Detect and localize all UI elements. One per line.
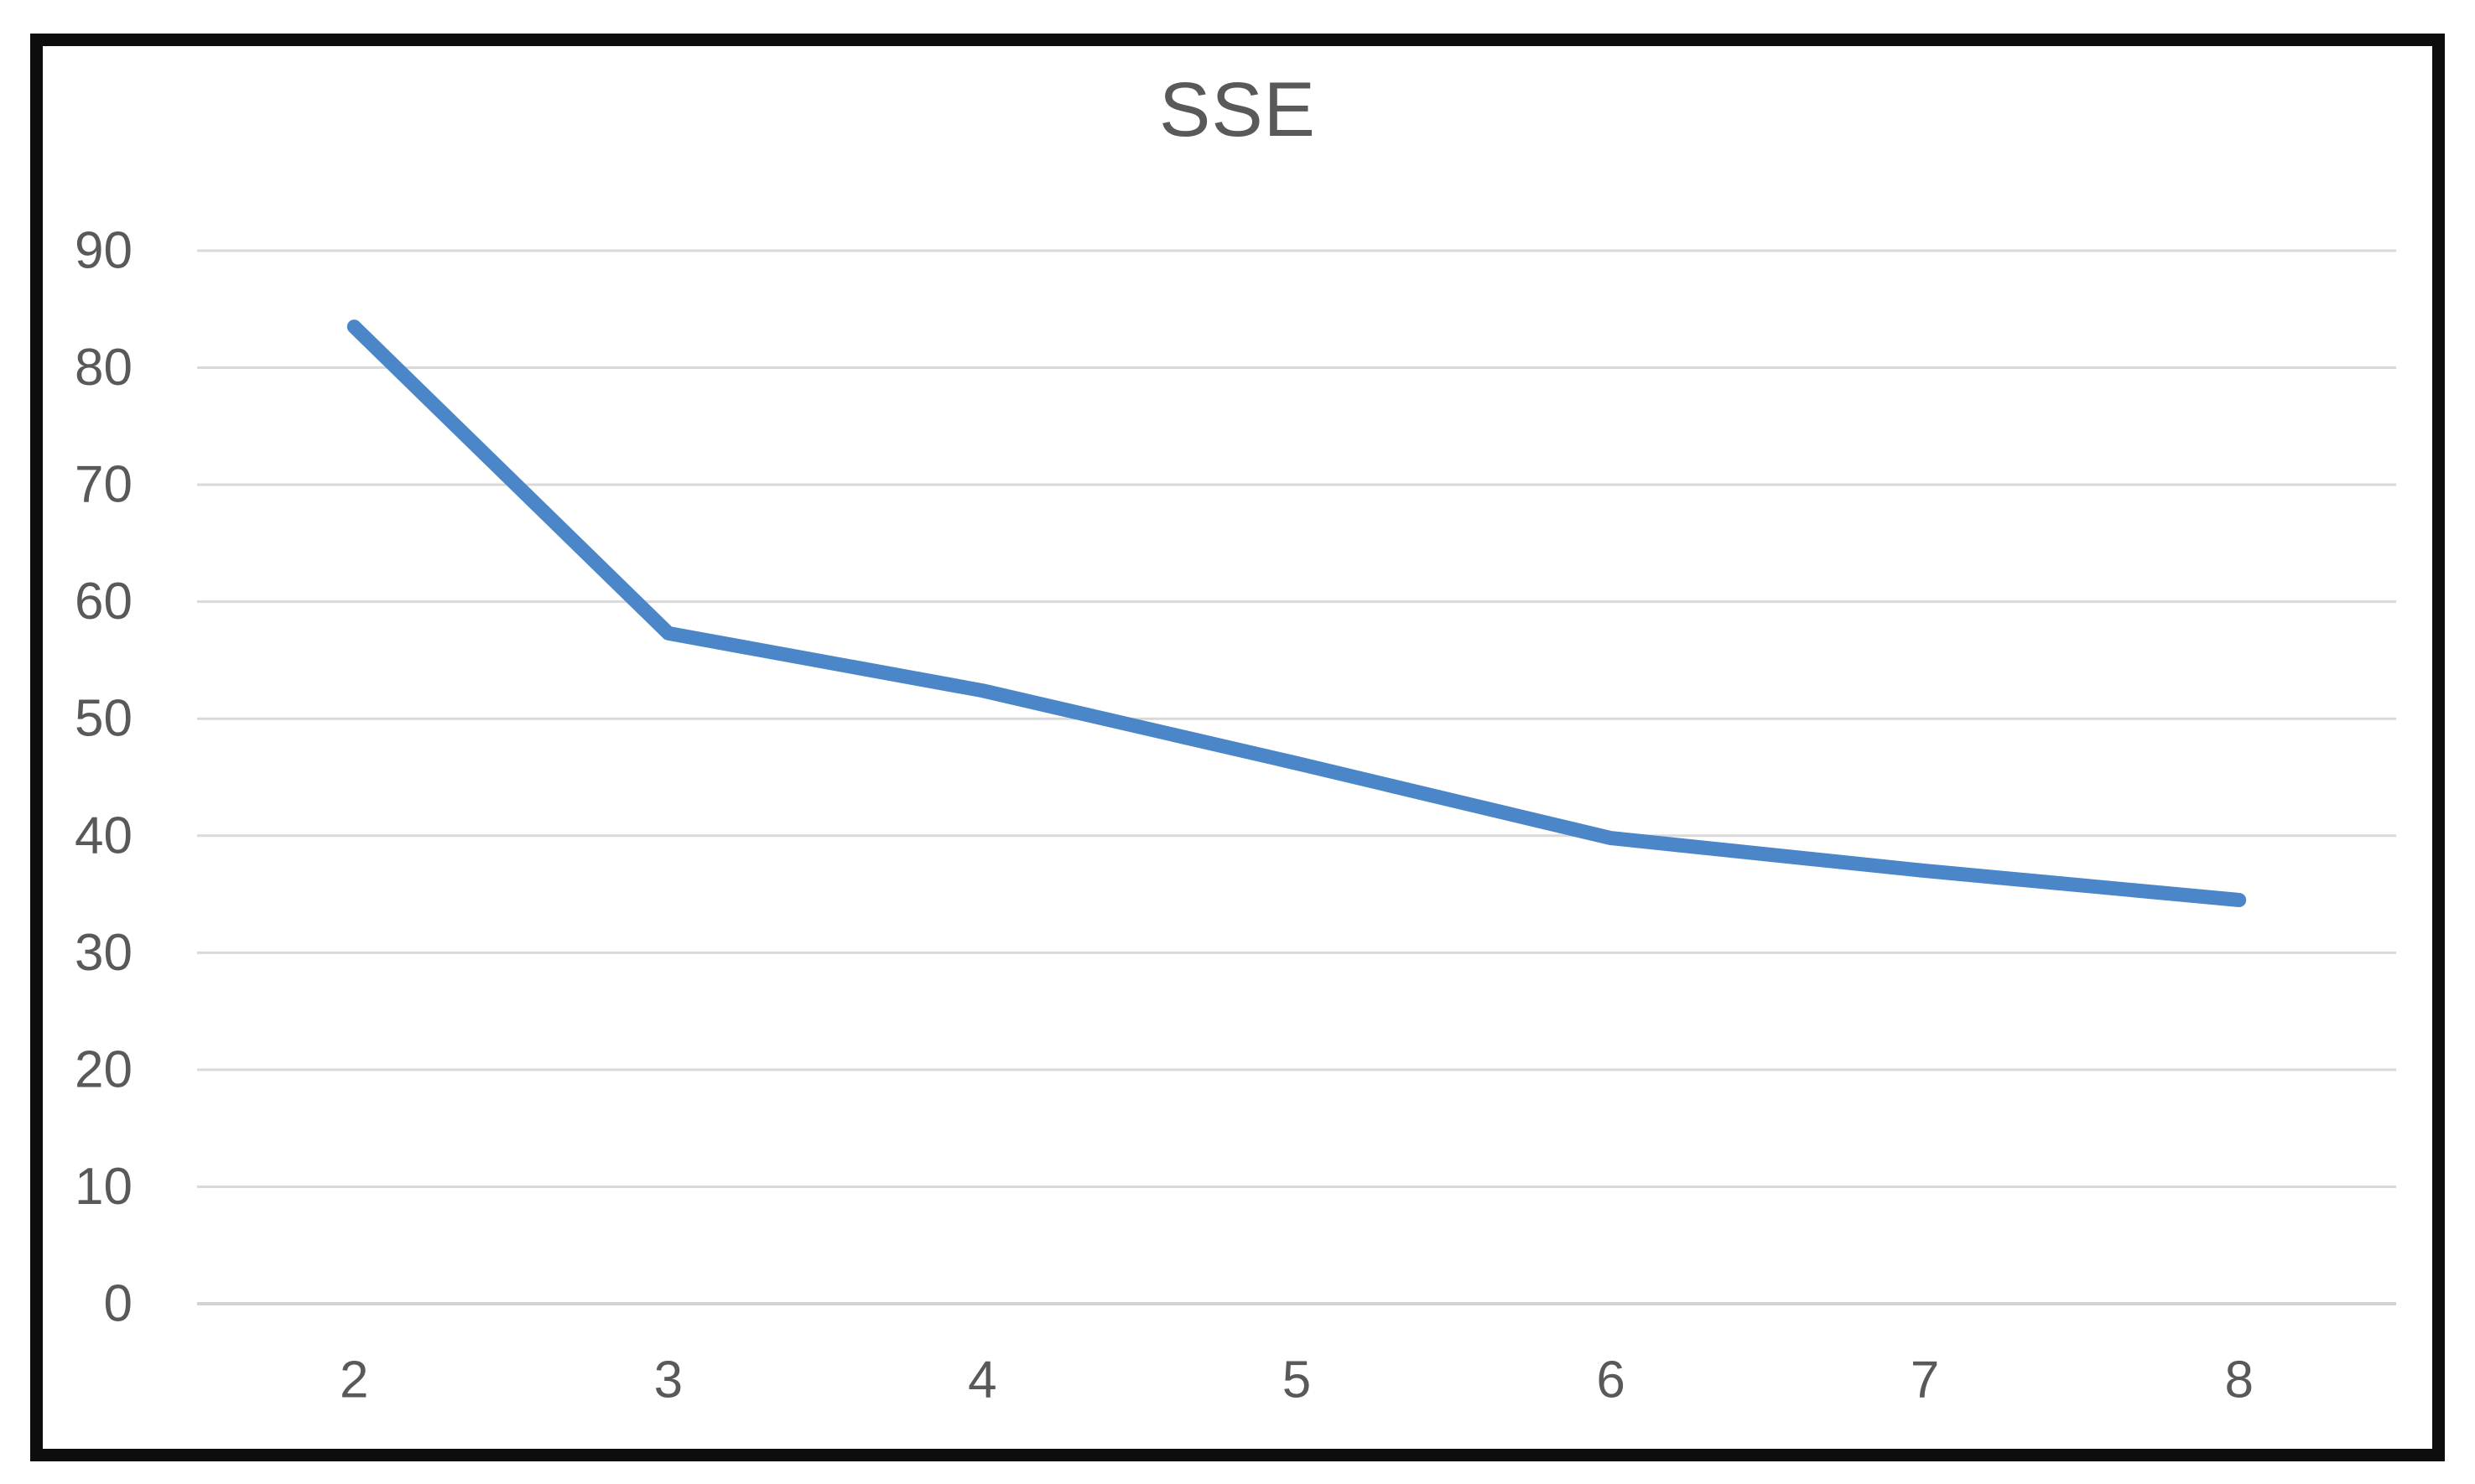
y-axis-tick-label: 30	[75, 924, 133, 982]
y-axis-tick-label: 80	[75, 339, 133, 397]
y-axis-tick-label: 40	[75, 807, 133, 864]
sse-series-line	[346, 319, 2247, 907]
chart-title: SSE	[1158, 67, 1317, 153]
x-axis-tick-label: 6	[1596, 1352, 1625, 1409]
y-axis-tick-label: 50	[75, 690, 133, 748]
y-axis-tick-label: 10	[75, 1158, 133, 1216]
y-axis-tick-label: 0	[104, 1275, 133, 1333]
y-axis-tick-label: 90	[75, 222, 133, 280]
x-axis-tick-label: 7	[1911, 1352, 1939, 1409]
y-axis-tick-label: 60	[75, 573, 133, 630]
x-axis-tick-label: 2	[340, 1352, 368, 1409]
x-axis-tick-label: 4	[968, 1352, 996, 1409]
x-axis-tick-label: 3	[654, 1352, 683, 1409]
x-axis-tick-label: 8	[2224, 1352, 2253, 1409]
y-axis-tick-label: 70	[75, 456, 133, 514]
y-axis-tick-label: 20	[75, 1040, 133, 1098]
x-axis-tick-label: 5	[1282, 1352, 1311, 1409]
